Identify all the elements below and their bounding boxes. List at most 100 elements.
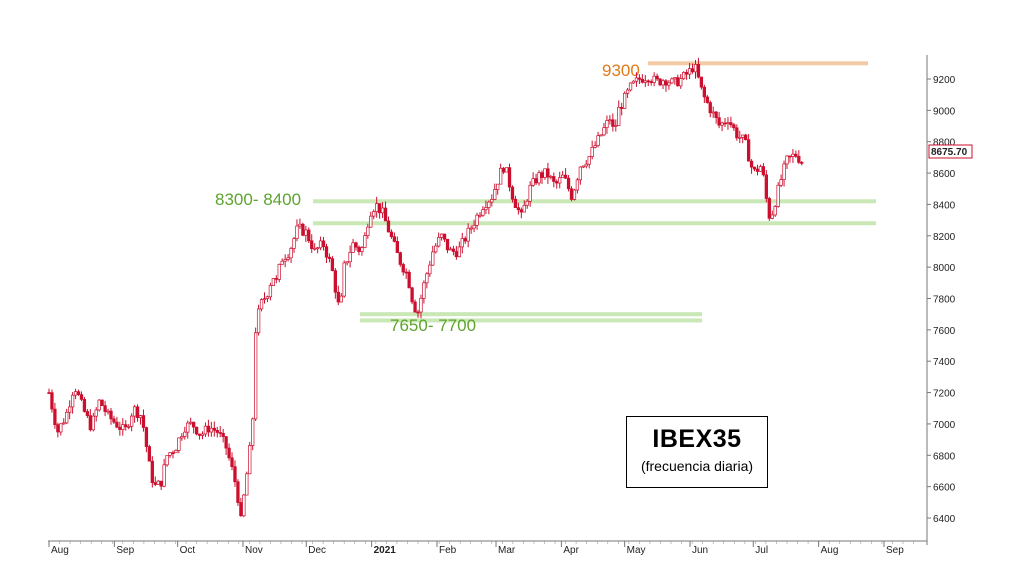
candle-body	[56, 424, 60, 433]
candle-body	[437, 237, 441, 247]
candle-body	[620, 106, 624, 109]
candle-body	[490, 199, 494, 203]
y-tick-label: 6400	[933, 514, 956, 525]
candle-body	[191, 421, 196, 428]
candle-body	[558, 177, 562, 184]
zone-label: 8300- 8400	[215, 190, 301, 209]
candle-body	[469, 227, 473, 230]
candle-body	[242, 494, 246, 517]
candle-body	[578, 166, 583, 181]
chart-subtitle: (frecuencia diaria)	[640, 458, 754, 474]
candle-body	[239, 502, 243, 517]
candle-body	[106, 410, 110, 413]
candle-body	[460, 238, 464, 248]
candle-body	[507, 167, 512, 188]
candle-body	[758, 166, 763, 172]
candle-body	[209, 427, 214, 433]
candle-body	[581, 165, 585, 168]
candle-body	[466, 227, 470, 242]
candle-body	[197, 433, 202, 436]
candle-body	[779, 179, 783, 186]
x-tick-label: Aug	[821, 545, 839, 556]
candle-body	[186, 422, 190, 433]
x-tick-label: Jun	[692, 545, 708, 556]
candle-body	[366, 226, 370, 236]
candle-body	[165, 455, 169, 466]
candle-body	[109, 410, 113, 420]
candle-body	[617, 106, 621, 126]
candle-body	[50, 392, 54, 410]
candle-body	[496, 183, 500, 190]
candle-body	[434, 245, 438, 253]
candle-body	[658, 78, 662, 86]
candle-body	[652, 75, 656, 83]
candle-body	[776, 184, 780, 207]
candle-body	[215, 429, 219, 433]
y-tick-label: 7200	[933, 389, 956, 400]
candle-body	[676, 77, 680, 87]
candle-body	[463, 238, 467, 242]
candle-body	[478, 214, 482, 217]
candle-body	[448, 248, 453, 251]
y-tick-label: 6600	[933, 483, 956, 494]
candle-body	[268, 285, 273, 298]
candle-body	[360, 247, 364, 252]
candle-body	[289, 248, 293, 259]
candle-body	[519, 209, 523, 213]
candle-body	[189, 421, 193, 424]
zone-band	[648, 61, 868, 66]
candle-body	[510, 186, 515, 200]
candle-body	[528, 184, 532, 202]
candle-body	[596, 135, 600, 146]
candle-body	[693, 64, 698, 73]
candle-body	[770, 214, 774, 219]
candle-body	[425, 273, 429, 284]
candle-body	[200, 433, 205, 436]
candle-body	[386, 220, 391, 233]
candle-body	[398, 252, 402, 265]
candle-body	[451, 248, 456, 252]
candle-body	[183, 431, 187, 437]
candle-body	[699, 76, 704, 88]
candle-body	[445, 238, 450, 251]
candle-body	[561, 174, 565, 179]
candle-body	[684, 72, 689, 75]
candle-body	[354, 242, 358, 248]
candle-body	[499, 167, 503, 185]
y-tick-label: 7600	[933, 326, 956, 337]
candle-body	[339, 295, 343, 303]
candle-body	[407, 271, 411, 289]
candle-body	[227, 447, 231, 459]
candle-body	[593, 145, 597, 148]
candle-body	[708, 102, 712, 114]
candle-body	[540, 172, 544, 178]
candle-body	[76, 391, 81, 395]
candle-body	[555, 181, 559, 184]
candle-body	[245, 473, 249, 496]
candle-body	[475, 214, 479, 226]
candle-body	[711, 111, 715, 114]
candle-body	[372, 211, 376, 217]
candle-body	[761, 166, 766, 176]
candle-body	[720, 122, 724, 126]
chart-title: IBEX35	[652, 425, 742, 453]
candle-body	[702, 86, 706, 98]
candle-body	[348, 252, 352, 263]
candle-body	[233, 466, 237, 483]
candle-body	[97, 399, 101, 411]
candle-body	[363, 235, 367, 248]
last-price-box	[928, 144, 973, 159]
x-tick-label: Feb	[439, 545, 457, 556]
candle-body	[274, 278, 278, 280]
x-tick-label: Sep	[886, 545, 904, 556]
candle-body	[552, 176, 556, 182]
candle-body	[253, 332, 258, 420]
candle-body	[726, 122, 730, 124]
candle-body	[729, 122, 733, 126]
candle-body	[484, 207, 488, 211]
candle-body	[504, 167, 509, 173]
candle-body	[141, 415, 146, 428]
candle-body	[628, 82, 633, 91]
candle-body	[755, 168, 760, 172]
candle-body	[73, 391, 78, 396]
